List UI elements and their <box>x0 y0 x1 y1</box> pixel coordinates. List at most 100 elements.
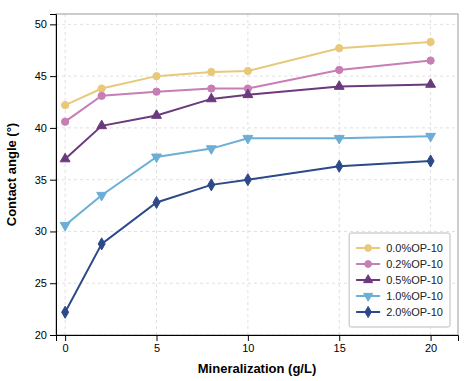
point <box>334 135 344 144</box>
tick-mark <box>50 335 56 336</box>
point <box>206 93 216 102</box>
point <box>98 85 105 92</box>
legend-item: 1.0%OP-10 <box>356 290 443 302</box>
chart: 0 5 10 15 20 20 25 30 35 40 45 50 Mineralization (g/… <box>0 0 474 381</box>
tick: 45 <box>35 70 56 82</box>
tick-mark <box>431 335 432 341</box>
tick-label: 15 <box>334 342 346 354</box>
point <box>334 81 344 90</box>
grid-line-x <box>339 14 340 335</box>
legend: 0.0%OP-10 0.2%OP-10 0.5%OP-10 1.0%OP-10 2.0%… <box>349 233 450 327</box>
point <box>427 155 434 167</box>
legend-marker <box>365 306 371 317</box>
tick-mark <box>50 128 56 129</box>
tick-label: 5 <box>154 342 160 354</box>
point <box>427 57 434 64</box>
plot: 0 5 10 15 20 20 25 30 35 40 45 50 Mineralization (g/… <box>4 14 459 376</box>
tick-mark <box>248 335 249 341</box>
tick-mark <box>50 24 56 25</box>
line <box>65 61 430 122</box>
y-axis-title: Contact angle (°) <box>4 123 19 226</box>
point <box>61 118 68 125</box>
tick-mark <box>50 180 56 181</box>
series <box>60 133 435 231</box>
legend-marker <box>365 245 372 252</box>
legend-marker <box>365 261 372 268</box>
legend-marker <box>364 293 373 301</box>
point <box>244 67 251 74</box>
point <box>98 92 105 99</box>
point <box>61 101 68 108</box>
point <box>336 66 343 73</box>
grid-line-y <box>56 76 458 77</box>
legend-label: 2.0%OP-10 <box>386 306 443 318</box>
tick-label: 20 <box>35 329 47 341</box>
series <box>61 57 434 125</box>
point <box>336 160 343 172</box>
series <box>61 38 434 108</box>
tick-mark <box>157 335 158 341</box>
tick-label: 40 <box>35 122 47 134</box>
legend-item: 2.0%OP-10 <box>356 306 443 318</box>
legend-item: 0.5%OP-10 <box>356 274 443 286</box>
point <box>243 135 253 144</box>
tick-label: 20 <box>425 342 437 354</box>
point <box>426 79 436 88</box>
point <box>97 120 107 129</box>
tick-mark <box>65 335 66 341</box>
tick-label: 25 <box>35 277 47 289</box>
point <box>153 72 160 79</box>
tick: 40 <box>35 122 56 134</box>
y-axis: 20 25 30 35 40 45 50 <box>35 15 57 342</box>
tick: 5 <box>154 335 160 354</box>
x-axis-title: Mineralization (g/L) <box>198 361 316 376</box>
tick: 20 <box>425 335 437 354</box>
line <box>65 136 430 225</box>
legend-label: 0.5%OP-10 <box>386 274 443 286</box>
point <box>244 174 251 186</box>
series <box>60 79 435 162</box>
axis-line <box>57 336 459 342</box>
line <box>65 84 430 159</box>
tick-label: 50 <box>35 18 47 30</box>
legend-label: 1.0%OP-10 <box>386 290 443 302</box>
legend-box <box>349 233 450 327</box>
tick-label: 35 <box>35 174 47 186</box>
tick: 30 <box>35 225 56 237</box>
tick-label: 30 <box>35 225 47 237</box>
point <box>243 89 253 98</box>
point <box>208 179 215 191</box>
legend-label: 0.2%OP-10 <box>386 258 443 270</box>
point <box>206 146 216 155</box>
point <box>60 222 70 231</box>
line <box>65 42 430 105</box>
grid-line-y <box>56 24 458 25</box>
tick-mark <box>50 76 56 77</box>
point <box>153 88 160 95</box>
tick-label: 45 <box>35 70 47 82</box>
point <box>153 196 160 208</box>
tick-label: 0 <box>63 342 69 354</box>
tick-mark <box>339 335 340 341</box>
axis-line <box>50 15 57 336</box>
legend-marker <box>364 275 373 283</box>
tick: 25 <box>35 277 56 289</box>
point <box>426 133 436 142</box>
tick-mark <box>50 231 56 232</box>
point <box>152 110 162 119</box>
legend-label: 0.0%OP-10 <box>386 242 443 254</box>
tick: 50 <box>35 18 56 30</box>
point <box>98 238 105 250</box>
point <box>427 38 434 45</box>
tick: 20 <box>35 329 56 341</box>
tick: 35 <box>35 174 56 186</box>
x-axis: 0 5 10 15 20 <box>57 335 459 354</box>
tick: 10 <box>242 335 254 354</box>
tick-mark <box>50 283 56 284</box>
plot-frame <box>56 14 458 335</box>
grid-line-y <box>56 127 458 128</box>
tick: 0 <box>63 335 69 354</box>
grid <box>56 14 458 335</box>
grid-line-x <box>65 14 66 335</box>
point <box>97 192 107 201</box>
